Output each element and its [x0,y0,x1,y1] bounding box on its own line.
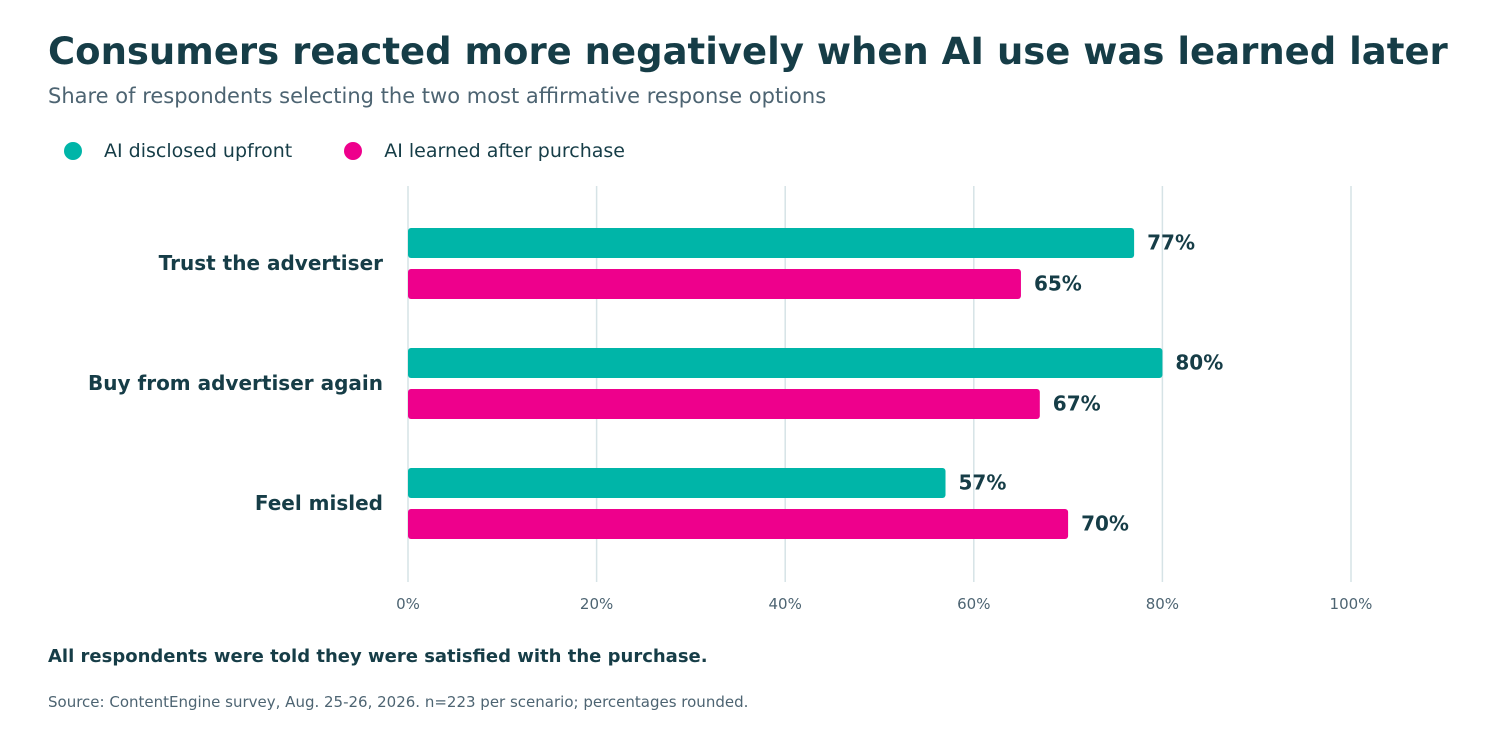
category-label: Feel misled [255,491,383,515]
legend-label-disclosed: AI disclosed upfront [104,140,293,162]
chart-note: All respondents were told they were sati… [48,646,708,667]
chart-title: Consumers reacted more negatively when A… [48,30,1448,73]
bar [408,468,946,498]
bar [408,509,1069,539]
chart-subtitle: Share of respondents selecting the two m… [48,84,827,108]
category-label: Trust the advertiser [159,251,383,275]
x-tick-label: 20% [580,595,613,613]
x-tick-label: 80% [1146,595,1179,613]
x-tick-label: 40% [769,595,802,613]
bar-chart: Trust the advertiser Buy from advertiser … [88,186,1372,613]
data-label: 70% [1081,512,1129,536]
legend-swatch-disclosed [64,142,82,160]
bar [408,348,1163,378]
chart-source: Source: ContentEngine survey, Aug. 25-26… [48,693,749,711]
bar [408,228,1135,258]
bar-layer [408,228,1163,539]
bar [408,269,1021,299]
category-label: Buy from advertiser again [88,371,383,395]
x-tick-label: 100% [1330,595,1373,613]
legend-label-learned-after: AI learned after purchase [384,140,625,162]
legend-swatch-learned-after [344,142,363,160]
x-tick-label: 0% [396,595,420,613]
legend-item-disclosed: AI disclosed upfront [64,140,292,162]
data-label: 57% [959,471,1007,495]
bar [408,389,1040,419]
x-tick-label: 60% [957,595,990,613]
data-label: 77% [1147,231,1195,255]
x-axis: 0% 20% 40% 60% 80% 100% [396,595,1372,613]
legend-item-learned-after: AI learned after purchase [344,140,625,162]
data-label: 65% [1034,272,1082,296]
data-label: 80% [1175,351,1223,375]
data-label: 67% [1053,392,1101,416]
label-layer: Trust the advertiser Buy from advertiser … [88,231,1223,536]
chart-legend: AI disclosed upfront AI learned after pu… [64,140,677,162]
